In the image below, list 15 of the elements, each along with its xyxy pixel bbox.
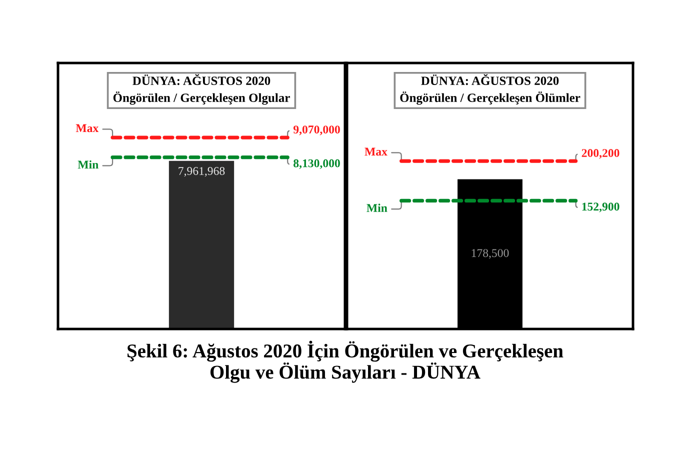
text: Öngörülen / Gerçekleşen Olgular: [113, 92, 290, 105]
ref-line-label: Max: [76, 124, 99, 132]
text: DÜNYA: AĞUSTOS 2020: [421, 74, 559, 86]
text: DÜNYA: AĞUSTOS 2020: [132, 74, 270, 86]
ref-line-label: Min: [78, 160, 98, 169]
text: Öngörülen / Gerçekleşen Ölümler: [400, 92, 580, 105]
text: 8,130,000: [294, 159, 340, 169]
data-label: 7,961,968: [178, 167, 225, 177]
text: 200,200: [582, 149, 620, 159]
ref-line-label: Max: [364, 148, 388, 156]
text: 9,070,000: [293, 126, 340, 136]
text: Şekil 6: Ağustos 2020 İçin Öngörülen ve Gerçekleşen Olgu ve Ölüm Sayıları - DÜNYA: [128, 340, 564, 383]
text: 152,900: [582, 202, 620, 212]
data-label: 178,500: [472, 249, 509, 259]
ref-line-label: Min: [366, 204, 388, 212]
